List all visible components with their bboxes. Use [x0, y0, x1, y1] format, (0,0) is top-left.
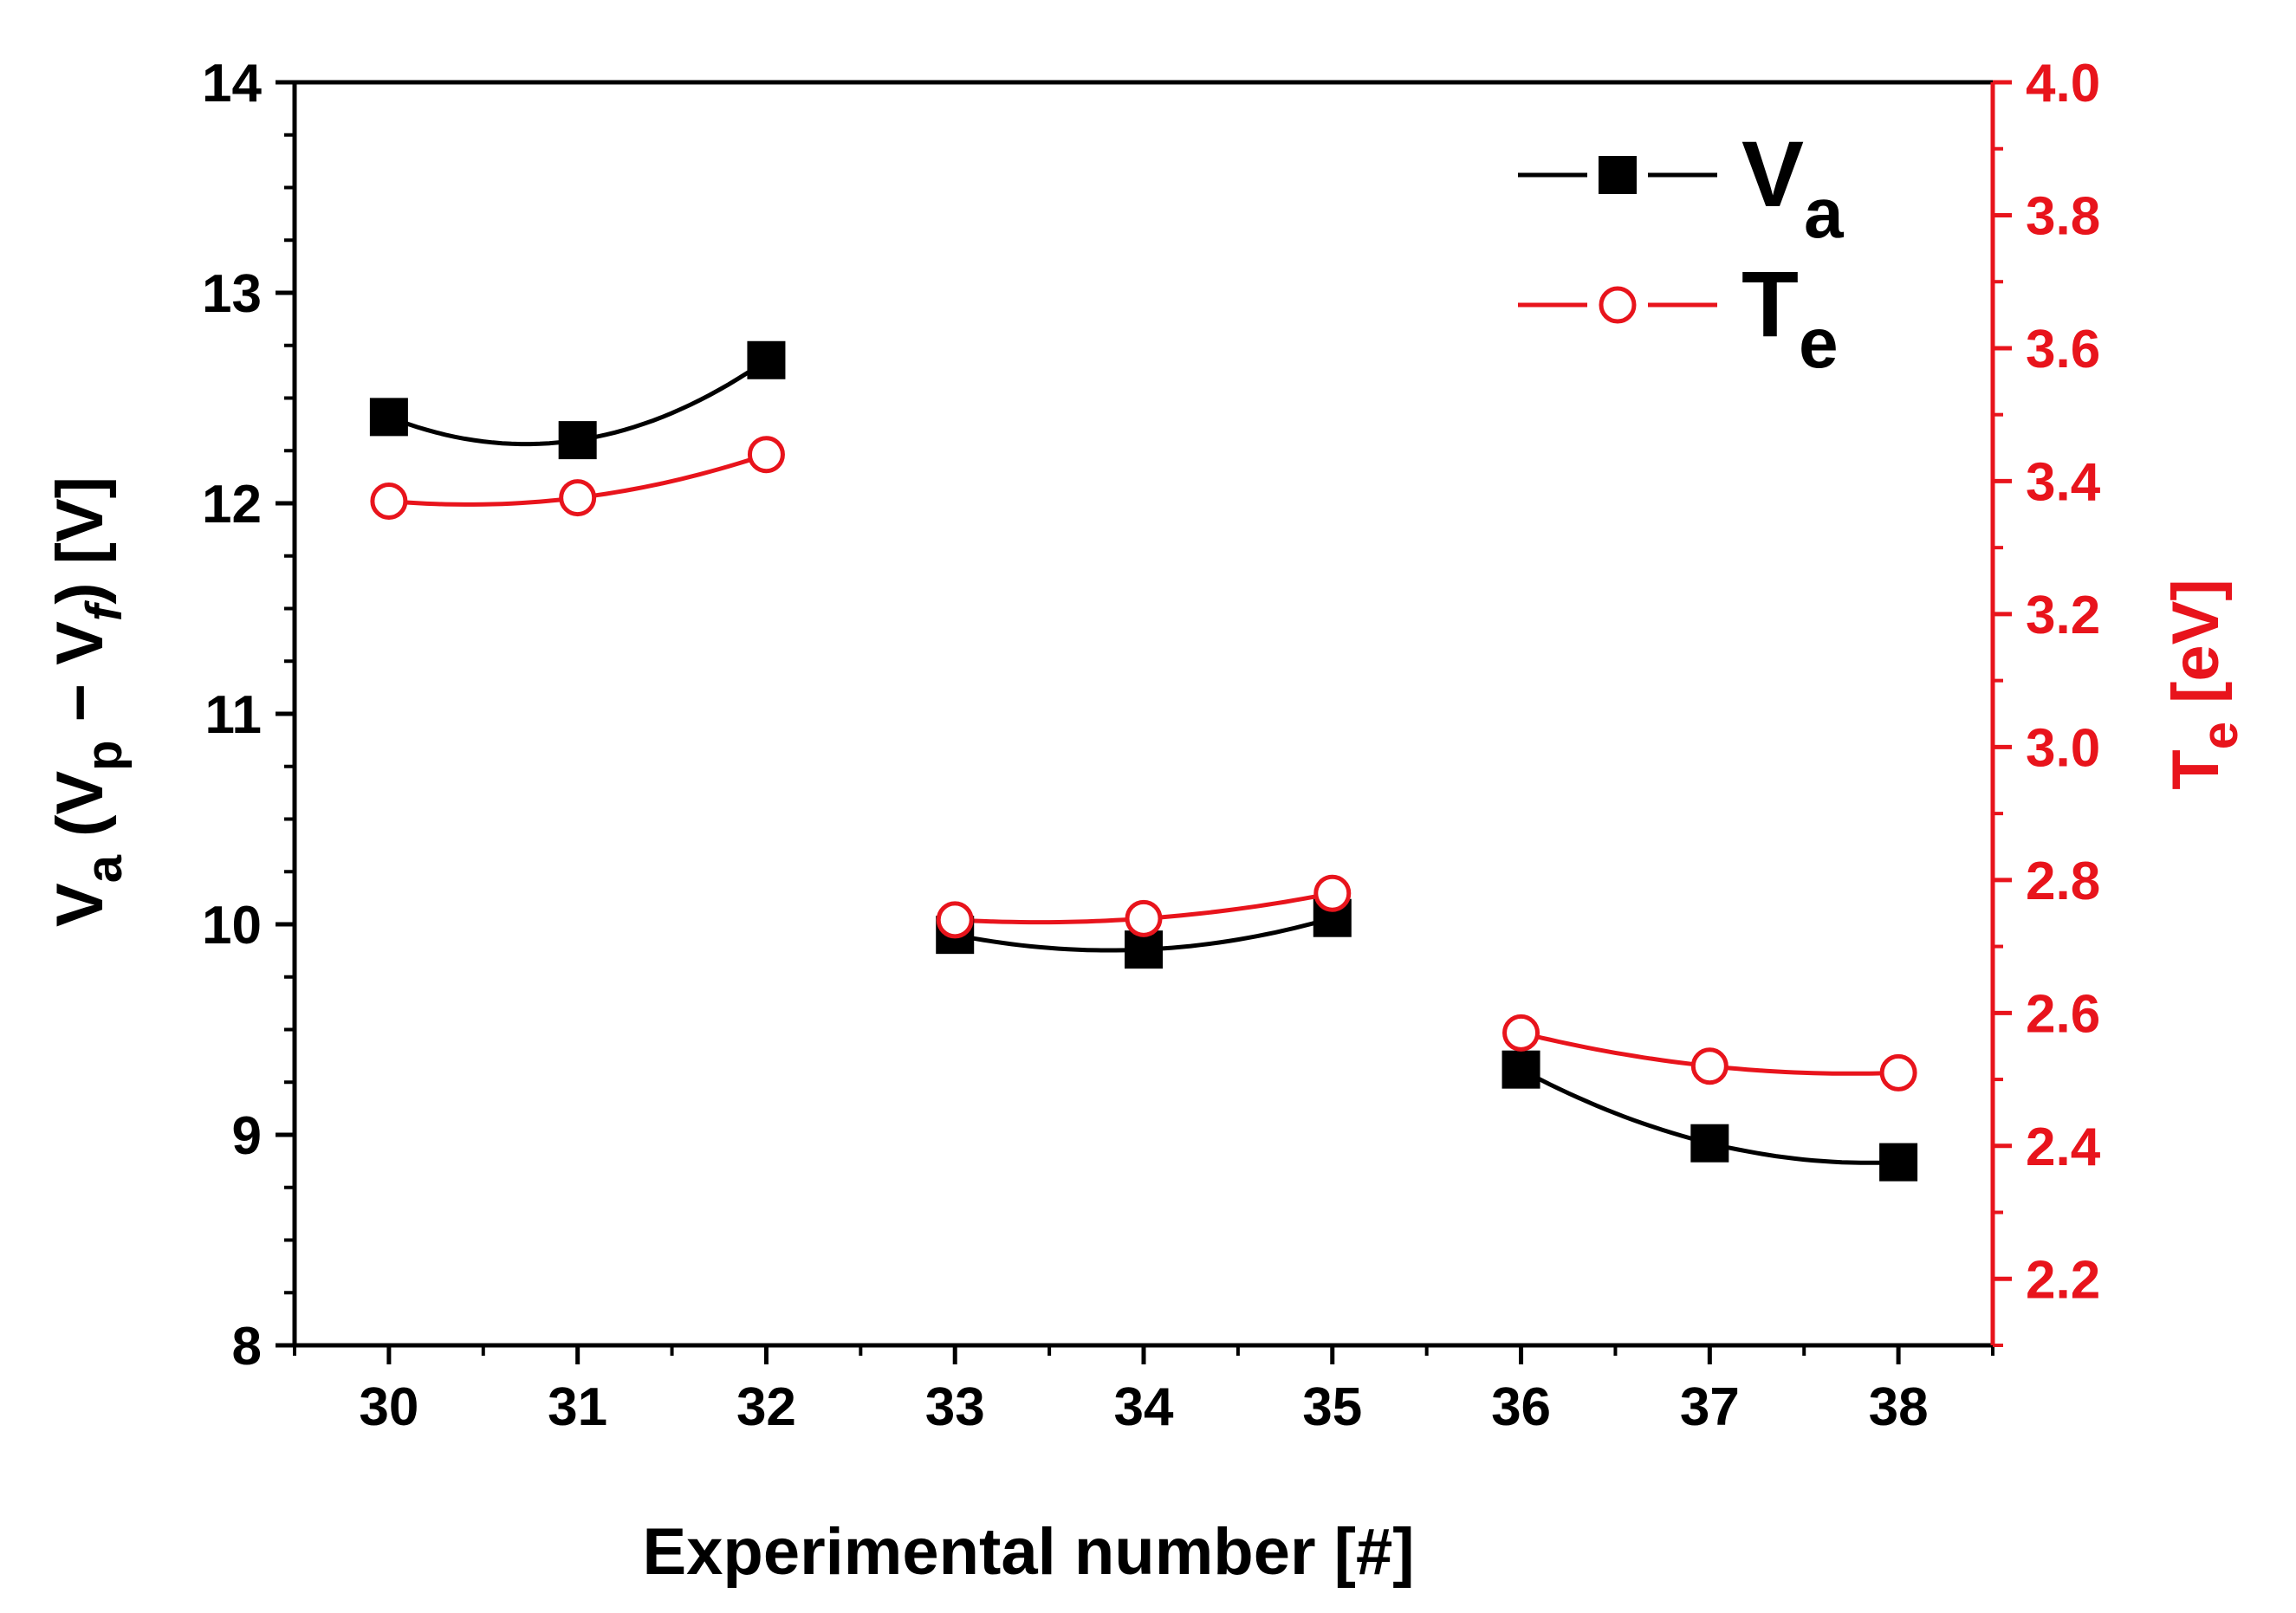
- y-left-label-sub-a: a: [76, 854, 133, 883]
- y-left-tick-label: 12: [202, 475, 262, 534]
- x-tick-label: 38: [1869, 1377, 1929, 1437]
- y-right-label-sub-e: e: [2192, 722, 2248, 749]
- va-point: [558, 421, 597, 460]
- x-tick-label: 32: [736, 1377, 796, 1437]
- y-right-label-end: [eV]: [2159, 579, 2233, 722]
- va-point: [747, 340, 786, 379]
- te-point: [1313, 874, 1352, 912]
- y-axis-left-label: Va (Vp − Vf) [V]: [43, 476, 133, 927]
- va-point: [1690, 1124, 1729, 1163]
- y-left-tick-label: 14: [202, 54, 262, 113]
- y-right-tick-label: 2.2: [2026, 1250, 2100, 1310]
- y-left-tick-label: 9: [232, 1106, 262, 1166]
- va-point: [1879, 1143, 1918, 1182]
- y-left-tick-label: 13: [202, 264, 262, 324]
- x-tick-label: 36: [1491, 1377, 1551, 1437]
- y-right-tick-label: 3.6: [2026, 320, 2100, 379]
- y-left-label-mid: − V: [43, 621, 117, 741]
- legend-marker-circle: [1599, 286, 1637, 324]
- y-right-tick-label: 3.4: [2026, 452, 2101, 512]
- y-left-label-sub-p: p: [76, 740, 133, 770]
- y-right-tick-label: 3.8: [2026, 186, 2100, 246]
- plot-frame: [292, 80, 1995, 1348]
- y-right-tick-label: 3.2: [2026, 586, 2100, 645]
- legend-label: Te: [1741, 251, 1839, 383]
- y-right-label-t: T: [2159, 749, 2233, 789]
- te-point: [1125, 899, 1163, 937]
- y-right-tick-label: 2.8: [2026, 852, 2100, 911]
- x-tick-label: 30: [359, 1377, 418, 1437]
- y-axis-right-label: Te [eV]: [2159, 579, 2248, 789]
- x-tick-label: 34: [1114, 1377, 1174, 1437]
- te-point: [936, 901, 974, 939]
- legend-label: Va: [1741, 121, 1845, 253]
- y-left-tick-label: 11: [204, 685, 262, 745]
- x-tick-label: 33: [925, 1377, 985, 1437]
- y-right-tick-label: 4.0: [2026, 54, 2100, 113]
- te-point: [370, 482, 408, 520]
- y-left-tick-label: 8: [232, 1317, 262, 1377]
- te-point: [1879, 1053, 1917, 1092]
- y-left-tick-label: 10: [202, 896, 262, 955]
- y-left-label-rest: (V: [43, 771, 117, 855]
- y-right-tick-label: 3.0: [2026, 718, 2100, 778]
- axis-ticks: 30 31 32 33 34 35 36 37 38 8 9 10 11 12 13 14 2.2 2.4 2.6 2…: [202, 54, 2101, 1437]
- va-point: [1501, 1050, 1540, 1089]
- te-point: [1690, 1047, 1728, 1085]
- series-markers: [369, 340, 1918, 1182]
- x-tick-label: 35: [1302, 1377, 1362, 1437]
- y-right-tick-label: 2.6: [2026, 984, 2100, 1044]
- va-point: [369, 398, 408, 437]
- series-curves: [388, 358, 1899, 1165]
- y-right-tick-label: 2.4: [2026, 1117, 2101, 1177]
- x-axis-label: Experimental number [#]: [642, 1515, 1414, 1589]
- te-point: [1502, 1014, 1540, 1052]
- y-left-label-end: ) [V]: [43, 476, 117, 605]
- legend-marker-square: [1599, 156, 1637, 194]
- te-point: [559, 479, 597, 517]
- x-tick-label: 37: [1680, 1377, 1740, 1437]
- x-tick-label: 31: [548, 1377, 607, 1437]
- y-left-label-v: V: [43, 883, 117, 927]
- te-point: [747, 436, 785, 474]
